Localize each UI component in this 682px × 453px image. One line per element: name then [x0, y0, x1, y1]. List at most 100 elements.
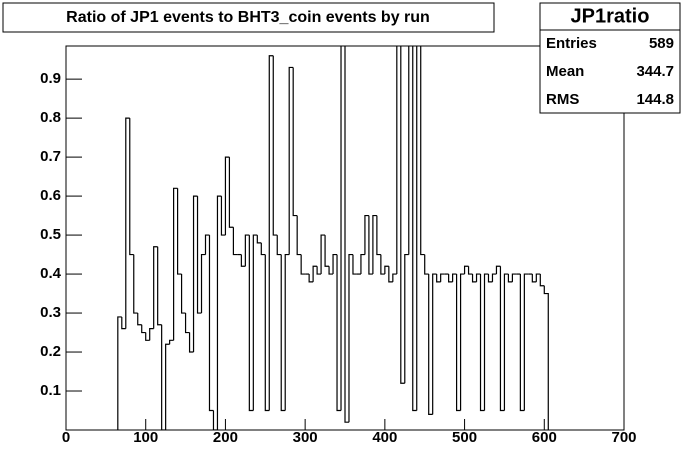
- x-tick-label: 200: [213, 429, 238, 446]
- histogram-bin: [300, 254, 306, 275]
- histogram-bin: [196, 196, 202, 314]
- stats-box: [539, 2, 681, 114]
- histogram-bin: [121, 316, 126, 330]
- histogram-bin: [332, 253, 338, 275]
- histogram-bin: [519, 274, 525, 412]
- histogram-bin: [491, 273, 497, 282]
- title-box: [2, 2, 495, 33]
- histogram-bin: [392, 273, 397, 282]
- histogram-bin: [137, 313, 142, 326]
- histogram-bin: [244, 234, 250, 267]
- histogram-bin: [320, 234, 326, 275]
- histogram-bin: [188, 332, 194, 353]
- histogram-bin: [499, 266, 505, 412]
- histogram-bin: [208, 235, 214, 412]
- histogram-bin: [129, 118, 134, 256]
- histogram-bin: [495, 265, 501, 275]
- x-tick-label: 300: [293, 429, 318, 446]
- histogram-bin: [177, 188, 182, 275]
- histogram-bin: [180, 274, 186, 314]
- histogram-bin: [483, 273, 489, 411]
- histogram-bin: [328, 266, 334, 275]
- histogram-bin: [420, 46, 425, 256]
- histogram-bin: [240, 254, 246, 267]
- histogram-bin: [252, 234, 258, 411]
- histogram-bin: [340, 46, 342, 411]
- histogram-bin: [161, 324, 166, 430]
- histogram-bin: [312, 265, 318, 282]
- histogram-bin: [416, 46, 418, 411]
- histogram-bin: [396, 46, 398, 275]
- histogram-bin: [184, 313, 190, 334]
- histogram-bin: [232, 227, 238, 256]
- x-tick-label: 100: [133, 429, 158, 446]
- histogram-bin: [412, 46, 417, 412]
- histogram-bin: [471, 274, 477, 283]
- y-tick-label: 0.4: [40, 265, 62, 282]
- histogram-bin: [436, 274, 441, 283]
- histogram-bin: [149, 328, 154, 341]
- histogram-bin: [133, 254, 138, 314]
- histogram-bin: [459, 273, 465, 411]
- histogram-bin: [204, 234, 210, 255]
- histogram-bin: [400, 46, 405, 384]
- histogram-bin: [404, 253, 409, 384]
- histogram-bin: [256, 235, 262, 244]
- histogram-bin: [543, 285, 549, 430]
- histogram-bin: [376, 215, 381, 256]
- x-tick-label: 500: [452, 429, 477, 446]
- histogram-bin: [456, 274, 461, 412]
- plot-area: [117, 46, 549, 430]
- histogram-bin: [292, 67, 298, 217]
- histogram-bin: [479, 274, 485, 412]
- histogram-bin: [145, 332, 150, 341]
- histogram-bin: [336, 254, 342, 412]
- histogram-bin: [523, 273, 529, 411]
- y-tick-label: 0.6: [40, 187, 61, 204]
- histogram-bin: [507, 274, 513, 283]
- histogram-bin: [200, 253, 206, 314]
- histogram-bin: [364, 214, 369, 255]
- histogram-bin: [424, 254, 429, 275]
- histogram-bin: [264, 254, 270, 412]
- histogram-bin: [220, 196, 226, 236]
- histogram-bin: [408, 46, 410, 255]
- histogram-bin: [212, 410, 218, 430]
- histogram-bin: [467, 266, 473, 275]
- histogram-bin: [296, 215, 302, 256]
- histogram-bin: [224, 156, 230, 236]
- histogram-bin: [165, 343, 170, 430]
- histogram-bin: [348, 253, 353, 423]
- histogram-bin: [511, 273, 517, 282]
- histogram-bin: [380, 254, 385, 275]
- histogram-bin: [475, 273, 481, 282]
- histogram-bin: [384, 265, 389, 275]
- stats-label: Entries: [546, 35, 597, 52]
- histogram-bin: [192, 195, 198, 353]
- histogram-bin: [248, 235, 254, 412]
- histogram-bin: [388, 266, 393, 283]
- stats-label: RMS: [546, 91, 579, 108]
- stats-label: Mean: [546, 63, 584, 80]
- histogram-bin: [173, 187, 178, 341]
- y-tick-label: 0.3: [40, 304, 61, 321]
- stats-value: 344.7: [636, 63, 674, 80]
- x-tick-label: 700: [611, 429, 636, 446]
- y-tick-label: 0.5: [40, 226, 61, 243]
- histogram-bin: [316, 266, 322, 275]
- histogram-bin: [272, 55, 278, 236]
- histogram-bin: [117, 316, 122, 430]
- histogram-bin: [344, 46, 349, 423]
- chart-title: Ratio of JP1 events to BHT3_coin events …: [66, 9, 430, 26]
- y-tick-label: 0.1: [40, 382, 61, 399]
- y-tick-label: 0.2: [40, 343, 61, 360]
- histogram-bin: [284, 253, 290, 411]
- histogram-bin: [141, 324, 146, 334]
- x-tick-label: 600: [532, 429, 557, 446]
- x-tick-label: 400: [372, 429, 397, 446]
- histogram-bin: [368, 215, 373, 275]
- histogram-bin: [228, 157, 234, 228]
- histogram-bin: [352, 254, 357, 275]
- histogram-bin: [432, 273, 437, 415]
